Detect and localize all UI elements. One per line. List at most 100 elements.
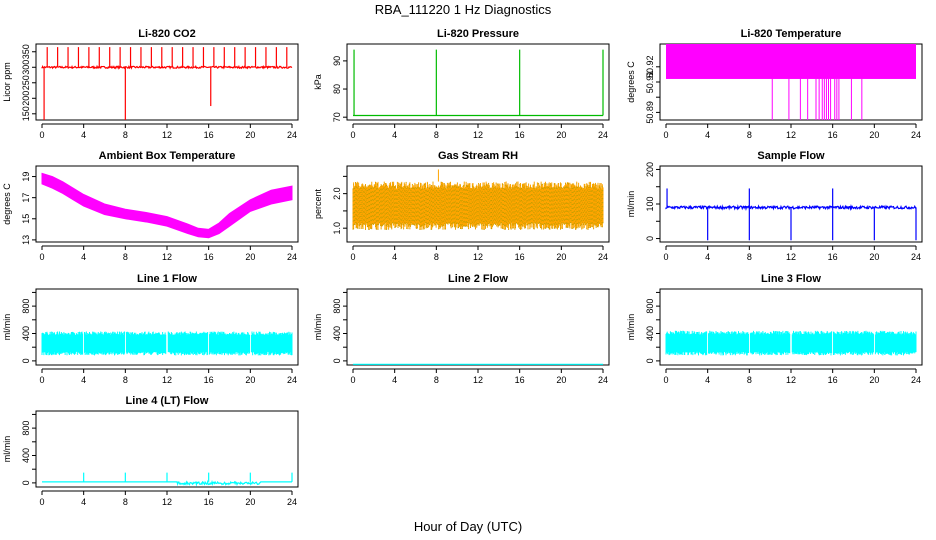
series-line [41, 64, 293, 70]
y-tick-label: 0 [332, 358, 342, 363]
panel-title: Li-820 CO2 [138, 28, 195, 40]
x-tick-label: 8 [434, 130, 439, 140]
x-tick-label: 24 [598, 375, 608, 385]
x-tick-label: 0 [39, 130, 44, 140]
x-tick-label: 12 [786, 130, 796, 140]
series-group [352, 169, 604, 230]
series-line [42, 479, 292, 487]
y-tick-label: 0 [21, 480, 31, 485]
x-tick-label: 4 [81, 130, 86, 140]
x-tick-label: 0 [350, 252, 355, 262]
x-tick-label: 20 [869, 252, 879, 262]
x-tick-label: 4 [392, 252, 397, 262]
y-axis-label: kPa [313, 74, 323, 90]
plot-frame [346, 165, 610, 243]
y-tick-label: 0 [645, 236, 655, 241]
series-group [41, 331, 293, 356]
x-tick-label: 12 [162, 130, 172, 140]
x-tick-label: 4 [392, 375, 397, 385]
plot-frame [35, 410, 299, 488]
x-tick-label: 20 [556, 252, 566, 262]
x-tick-label: 12 [162, 252, 172, 262]
panel-10: Line 4 (LT) Flow ml/min 0 4 8 12 16 20 24 0 400 800 [2, 395, 299, 507]
x-tick-label: 24 [598, 252, 608, 262]
series-band [665, 330, 917, 356]
x-tick-label: 16 [515, 252, 525, 262]
y-tick-label: 800 [332, 299, 342, 314]
x-tick-label: 24 [598, 130, 608, 140]
y-tick-label: 150 [21, 106, 31, 121]
panel-7: Line 1 Flow ml/min 0 4 8 12 16 20 24 0 400 800 [2, 273, 299, 385]
figure-title: RBA_111220 1 Hz Diagnostics [375, 2, 552, 17]
panel-title: Gas Stream RH [438, 150, 518, 162]
y-tick-label: 0 [21, 358, 31, 363]
x-tick-label: 20 [245, 130, 255, 140]
panel-title: Line 1 Flow [137, 273, 197, 285]
series-group [41, 47, 293, 120]
y-tick-label: 13 [21, 235, 31, 245]
series-edge [352, 181, 604, 230]
y-tick-label: 90 [332, 56, 342, 66]
x-tick-label: 12 [786, 375, 796, 385]
series-band [666, 44, 916, 79]
x-tick-label: 8 [123, 497, 128, 507]
x-tick-label: 16 [204, 130, 214, 140]
x-tick-label: 16 [204, 375, 214, 385]
y-tick-label: 800 [645, 299, 655, 314]
y-tick-label: 50.89 [645, 101, 655, 124]
x-tick-label: 0 [350, 375, 355, 385]
x-tick-label: 24 [287, 375, 297, 385]
series-group [42, 472, 293, 487]
x-tick-label: 12 [473, 375, 483, 385]
x-tick-label: 24 [287, 497, 297, 507]
x-tick-label: 4 [392, 130, 397, 140]
y-tick-label: 400 [332, 326, 342, 341]
y-tick-label: 400 [645, 326, 655, 341]
x-tick-label: 24 [287, 130, 297, 140]
y-tick-label: 250 [21, 75, 31, 90]
x-tick-label: 20 [245, 497, 255, 507]
y-tick-label: 2.0 [332, 187, 342, 200]
x-tick-label: 0 [350, 130, 355, 140]
series-group [665, 188, 917, 241]
x-tick-label: 8 [434, 252, 439, 262]
x-tick-label: 12 [162, 497, 172, 507]
x-tick-label: 8 [747, 130, 752, 140]
y-tick-label: 19 [21, 172, 31, 182]
y-axis-label: ml/min [626, 314, 636, 341]
x-tick-label: 12 [786, 252, 796, 262]
panel-title: Line 3 Flow [761, 273, 821, 285]
plot-frame [35, 288, 299, 366]
panel-title: Line 2 Flow [448, 273, 508, 285]
x-tick-label: 24 [911, 375, 921, 385]
y-tick-label: 800 [21, 299, 31, 314]
panel-title: Li-820 Pressure [437, 28, 519, 40]
panel-5: Gas Stream RH percent 0 4 8 12 16 20 24 1.0 2.0 [313, 150, 610, 262]
y-axis-label: ml/min [313, 314, 323, 341]
y-axis-label: percent [313, 188, 323, 219]
x-tick-label: 0 [663, 252, 668, 262]
y-tick-label: 17 [21, 193, 31, 203]
y-axis-label: ml/min [626, 191, 636, 218]
x-tick-label: 24 [287, 252, 297, 262]
panel-title: Sample Flow [757, 150, 825, 162]
x-tick-label: 8 [123, 130, 128, 140]
y-tick-label: 1.0 [332, 222, 342, 235]
x-tick-label: 8 [747, 252, 752, 262]
series-group [666, 44, 916, 120]
series-band [41, 331, 293, 356]
y-axis-label: degrees C [2, 183, 12, 225]
series-group [665, 330, 917, 356]
y-tick-label: 400 [21, 448, 31, 463]
y-axis-label: ml/min [2, 314, 12, 341]
x-tick-label: 0 [663, 130, 668, 140]
x-tick-label: 20 [245, 375, 255, 385]
x-tick-label: 8 [123, 375, 128, 385]
y-axis-label: degrees C [626, 61, 636, 103]
y-tick-label: 400 [21, 326, 31, 341]
x-tick-label: 16 [204, 497, 214, 507]
panel-title: Ambient Box Temperature [99, 150, 236, 162]
x-tick-label: 20 [869, 130, 879, 140]
